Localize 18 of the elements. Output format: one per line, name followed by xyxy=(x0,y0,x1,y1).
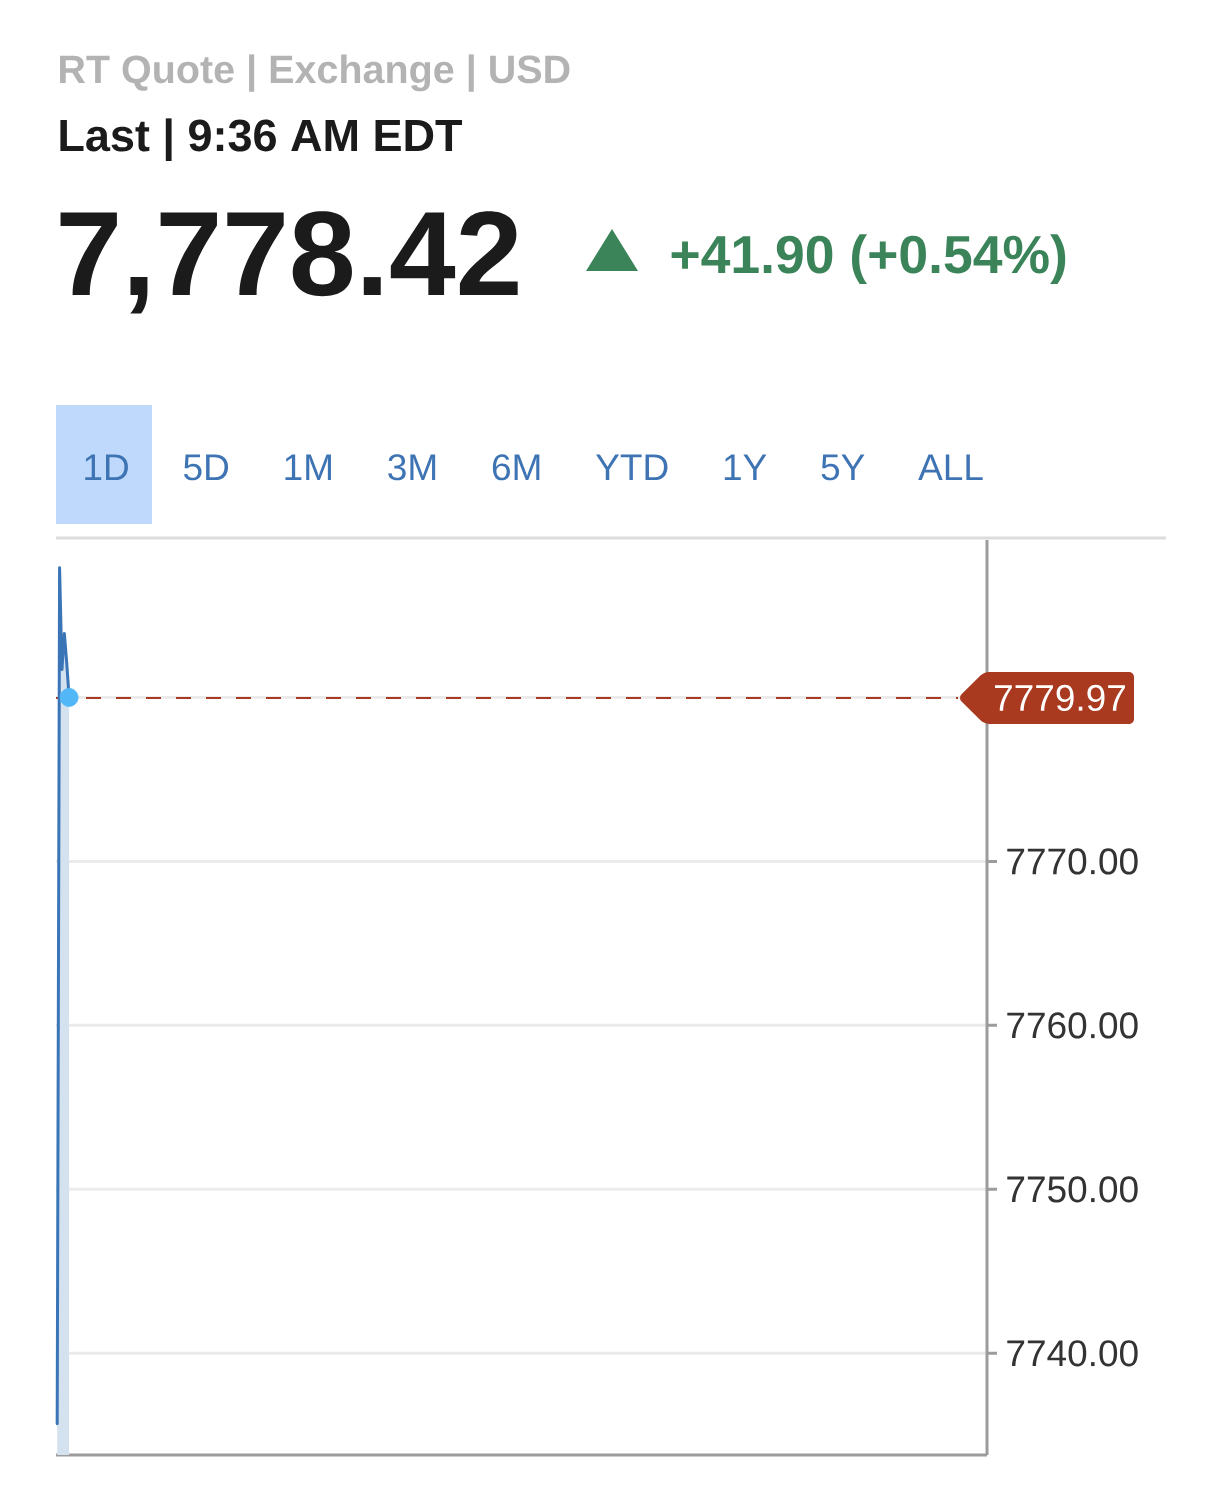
text: 1D xyxy=(85,454,128,480)
chart-title: RT Quote | Exchange | USD xyxy=(60,54,570,92)
chart-subtitle: Last | 9:36 AM EDT xyxy=(60,118,463,161)
y-tick-label: 7750.00 xyxy=(1007,1176,1138,1203)
ref-line-label: 7779.97 xyxy=(995,684,1125,712)
text: 7,778.42 xyxy=(60,211,518,314)
text: YTD xyxy=(596,454,668,480)
text: +41.90 (+0.54%) xyxy=(671,234,1066,285)
text: ALL xyxy=(918,454,983,480)
text: 6M xyxy=(492,454,540,481)
y-tick-label: 7760.00 xyxy=(1007,1012,1138,1039)
text: 5Y xyxy=(821,454,865,481)
text: 1M xyxy=(285,454,331,480)
text: 1Y xyxy=(724,454,767,480)
text: 5D xyxy=(183,454,229,481)
y-tick-label: 7740.00 xyxy=(1007,1340,1138,1367)
y-tick-label: 7770.00 xyxy=(1007,848,1138,875)
text: 3M xyxy=(388,454,436,481)
